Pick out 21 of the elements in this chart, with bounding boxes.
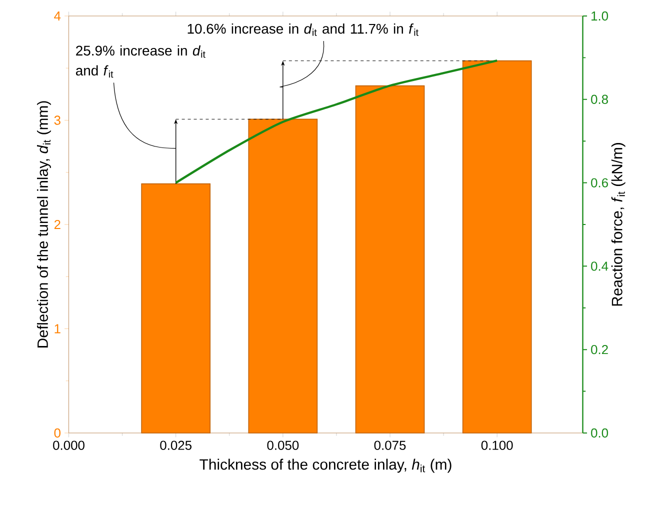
text: 25.9% increase in d$_{it}$ and f$_{it}$ [76, 45, 206, 78]
annotation: 10.6% increase in d$_{it}$ and 11.7% in f$_{it}$ [188, 23, 418, 36]
x-tick-label: 0.075 [374, 440, 406, 450]
y2-axis-title: Reaction force, f$_{it}$ (kN/m) [611, 143, 626, 306]
y2-tick-label: 0.4 [591, 262, 608, 271]
x-tick-label: 0.000 [53, 440, 84, 450]
y2-tick-label: 0.6 [591, 178, 608, 188]
y-axis-title: Deflection of the tunnel inlay, d$_{it}$ (mm) [37, 101, 51, 348]
x-tick-label: 0.025 [160, 440, 192, 450]
y-tick-label: 1 [54, 324, 60, 334]
y2-tick-label: 1.0 [592, 11, 608, 21]
y-tick-label: 0 [54, 428, 60, 438]
x-axis-title: Thickness of the concrete inlay, h$_{it}$ (m) [200, 458, 452, 473]
y-tick-label: 3 [54, 116, 60, 125]
x-tick-label: 0.100 [481, 440, 513, 450]
y2-tick-label: 0.8 [591, 94, 608, 104]
y-tick-label: 4 [54, 12, 61, 20]
y2-tick-label: 0.2 [591, 344, 608, 354]
y-tick-label: 2 [54, 220, 60, 230]
x-tick-label: 0.050 [267, 440, 299, 450]
y2-tick-label: 0.0 [591, 428, 608, 438]
